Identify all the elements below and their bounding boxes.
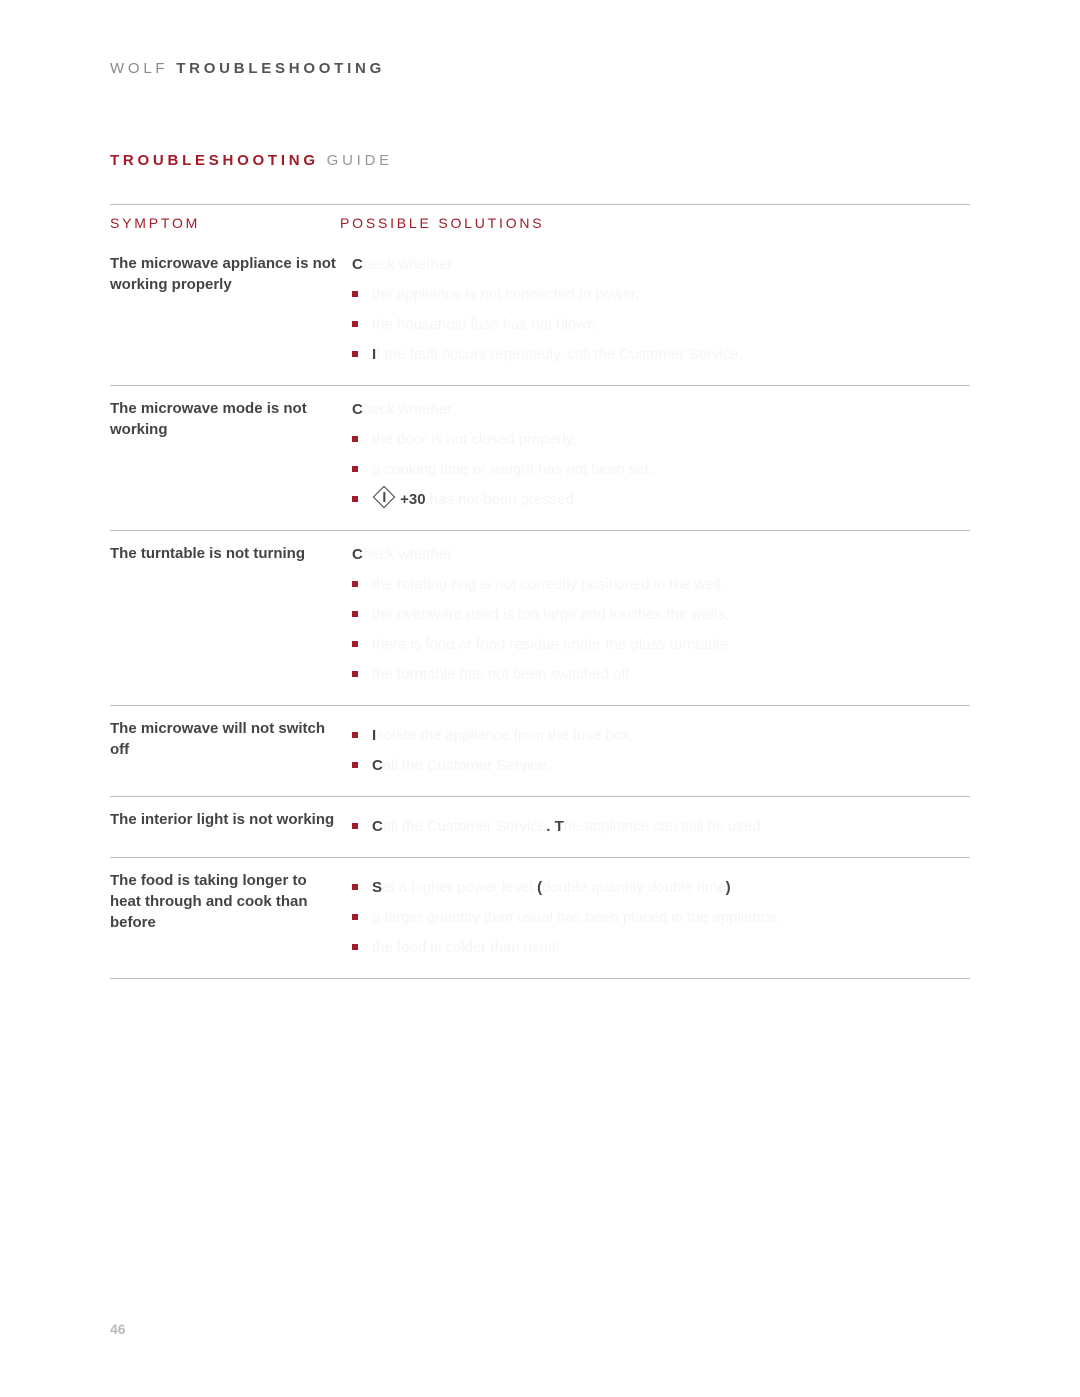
- bullet-text: +30 has not been pressed.: [372, 488, 970, 512]
- troubleshooting-table: SYMPTOM POSSIBLE SOLUTIONS The microwave…: [110, 204, 970, 979]
- col-header-symptom: SYMPTOM: [110, 215, 340, 231]
- bullet-text: the ovenware used is too large and touch…: [372, 603, 970, 627]
- table-row: The turntable is not turning Check wheth…: [110, 531, 970, 706]
- bullet-item: the door is not closed properly,: [352, 428, 970, 452]
- plus30-label: +30: [400, 491, 425, 508]
- bullet-text: there is food or food residue under the …: [372, 633, 970, 657]
- bullet-item: +30 has not been pressed.: [352, 488, 970, 512]
- bullet-icon: [352, 884, 358, 890]
- bullet-icon: [352, 466, 358, 472]
- bullet-item: Set a higher power level (double quantit…: [352, 876, 970, 900]
- brand-bold: TROUBLESHOOTING: [176, 60, 385, 77]
- bullet-text: a cooking time or weight has not been se…: [372, 458, 970, 482]
- bullet-text: If the fault occurs repeatedly, call the…: [372, 343, 970, 367]
- table-row: The microwave appliance is not working p…: [110, 241, 970, 386]
- bullet-icon: [352, 351, 358, 357]
- bullet-item: the rotating ring is not correctly posit…: [352, 573, 970, 597]
- bullet-item: If the fault occurs repeatedly, call the…: [352, 343, 970, 367]
- bullet-item: there is food or food residue under the …: [352, 633, 970, 657]
- symptom-cell: The food is taking longer to heat throug…: [110, 870, 352, 960]
- symptom-cell: The interior light is not working: [110, 809, 352, 839]
- bullet-icon: [352, 291, 358, 297]
- bullet-item: Call the Customer Service.: [352, 754, 970, 778]
- col-header-solutions: POSSIBLE SOLUTIONS: [340, 215, 970, 231]
- diamond-icon: [373, 486, 396, 509]
- bullet-text: the household fuse has not blown.: [372, 313, 970, 337]
- table-row: The interior light is not working Call t…: [110, 797, 970, 858]
- lead-text: Check whether: [352, 253, 970, 277]
- bullet-item: the ovenware used is too large and touch…: [352, 603, 970, 627]
- bullet-icon: [352, 641, 358, 647]
- bullet-item: the turntable has not been switched off.: [352, 663, 970, 687]
- bullet-text: the appliance is not connected to power,: [372, 283, 970, 307]
- bullet-icon: [352, 671, 358, 677]
- bullet-text: Call the Customer Service. The appliance…: [372, 815, 970, 839]
- page-number: 46: [110, 1321, 126, 1337]
- bullet-icon: [352, 436, 358, 442]
- brand-header: WOLF TROUBLESHOOTING: [110, 60, 970, 77]
- bullet-icon: [352, 581, 358, 587]
- bullet-icon: [352, 762, 358, 768]
- section-title-gray: GUIDE: [319, 152, 393, 169]
- bullet-text: the rotating ring is not correctly posit…: [372, 573, 970, 597]
- bullet-icon: [352, 321, 358, 327]
- bullet-item: the household fuse has not blown.: [352, 313, 970, 337]
- bullet-icon: [352, 944, 358, 950]
- table-row: The microwave will not switch off Isolat…: [110, 706, 970, 797]
- solutions-cell: Call the Customer Service. The appliance…: [352, 809, 970, 839]
- bullet-text: Set a higher power level (double quantit…: [372, 876, 970, 900]
- bullet-item: Isolate the appliance from the fuse box.: [352, 724, 970, 748]
- bullet-icon: [352, 496, 358, 502]
- bullet-icon: [352, 611, 358, 617]
- bullet-item: the food is colder than usual.: [352, 936, 970, 960]
- bullet-text: the door is not closed properly,: [372, 428, 970, 452]
- brand-prefix: WOLF: [110, 60, 176, 77]
- solutions-cell: Isolate the appliance from the fuse box.…: [352, 718, 970, 778]
- symptom-cell: The microwave mode is not working: [110, 398, 352, 512]
- bullet-text: a larger quantity than usual has been pl…: [372, 906, 970, 930]
- symptom-cell: The turntable is not turning: [110, 543, 352, 687]
- solutions-cell: Check whether the appliance is not conne…: [352, 253, 970, 367]
- table-row: The food is taking longer to heat throug…: [110, 858, 970, 979]
- table-header-row: SYMPTOM POSSIBLE SOLUTIONS: [110, 204, 970, 241]
- bullet-text: the turntable has not been switched off.: [372, 663, 970, 687]
- bullet-item: a larger quantity than usual has been pl…: [352, 906, 970, 930]
- solutions-cell: Check whether the rotating ring is not c…: [352, 543, 970, 687]
- bullet-icon: [352, 732, 358, 738]
- bullet-item: a cooking time or weight has not been se…: [352, 458, 970, 482]
- bullet-text: Isolate the appliance from the fuse box.: [372, 724, 970, 748]
- lead-text: Check whether: [352, 398, 970, 422]
- section-title-red: TROUBLESHOOTING: [110, 152, 319, 169]
- bullet-text: Call the Customer Service.: [372, 754, 970, 778]
- solutions-cell: Check whether the door is not closed pro…: [352, 398, 970, 512]
- bullet-icon: [352, 823, 358, 829]
- lead-text: Check whether: [352, 543, 970, 567]
- bullet-text: the food is colder than usual.: [372, 936, 970, 960]
- solutions-cell: Set a higher power level (double quantit…: [352, 870, 970, 960]
- section-title: TROUBLESHOOTING GUIDE: [110, 152, 970, 169]
- symptom-cell: The microwave appliance is not working p…: [110, 253, 352, 367]
- bullet-item: the appliance is not connected to power,: [352, 283, 970, 307]
- bullet-icon: [352, 914, 358, 920]
- symptom-cell: The microwave will not switch off: [110, 718, 352, 778]
- bullet-item: Call the Customer Service. The appliance…: [352, 815, 970, 839]
- table-row: The microwave mode is not working Check …: [110, 386, 970, 531]
